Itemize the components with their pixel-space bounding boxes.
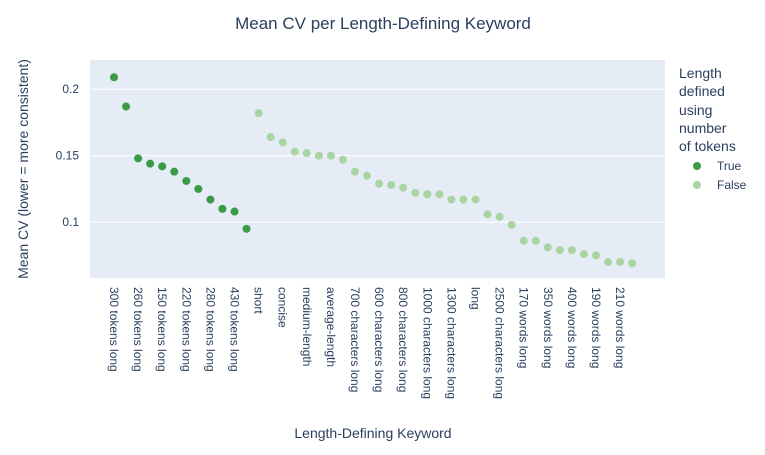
data-point-false[interactable] xyxy=(567,246,576,255)
data-point-false[interactable] xyxy=(507,220,516,229)
data-point-false[interactable] xyxy=(363,171,372,180)
x-tick-label: 1000 characters long xyxy=(420,287,434,399)
y-tick-label: 0.2 xyxy=(62,82,79,96)
y-tick-label: 0.1 xyxy=(62,215,79,229)
legend-label-true[interactable]: True xyxy=(717,159,742,173)
legend-title: Length defined using number of tokens xyxy=(679,65,736,154)
data-point-true[interactable] xyxy=(230,207,239,216)
data-point-false[interactable] xyxy=(423,190,432,199)
y-axis-label: Mean CV (lower = more consistent) xyxy=(15,59,31,279)
plot-background xyxy=(90,60,665,278)
x-tick-label: 400 words long xyxy=(565,287,579,368)
x-tick-label: concise xyxy=(276,287,290,328)
data-point-false[interactable] xyxy=(459,195,468,204)
data-point-false[interactable] xyxy=(447,195,456,204)
data-point-true[interactable] xyxy=(146,159,155,168)
legend-title-line: defined xyxy=(679,83,725,99)
y-tick-label: 0.15 xyxy=(56,149,80,163)
data-point-false[interactable] xyxy=(411,188,420,197)
data-point-false[interactable] xyxy=(326,151,335,160)
data-point-false[interactable] xyxy=(254,109,263,118)
legend-marker-false[interactable] xyxy=(693,181,701,189)
data-point-false[interactable] xyxy=(495,212,504,221)
data-point-false[interactable] xyxy=(616,258,625,267)
data-point-false[interactable] xyxy=(399,183,408,192)
x-tick-label: long xyxy=(469,287,483,310)
x-tick-label: 220 tokens long xyxy=(179,287,193,372)
x-tick-label: short xyxy=(252,287,266,314)
chart-title: Mean CV per Length-Defining Keyword xyxy=(235,14,531,33)
legend-title-line: Length xyxy=(679,65,722,81)
data-point-true[interactable] xyxy=(122,102,131,111)
legend-label-false[interactable]: False xyxy=(717,178,747,192)
data-point-true[interactable] xyxy=(218,204,227,213)
data-point-false[interactable] xyxy=(543,243,552,252)
x-tick-label: 190 words long xyxy=(589,287,603,368)
x-tick-label: average-length xyxy=(324,287,338,367)
data-point-false[interactable] xyxy=(278,138,287,147)
data-point-true[interactable] xyxy=(242,224,251,233)
legend-title-line: using xyxy=(679,102,712,118)
data-point-false[interactable] xyxy=(604,258,613,267)
data-point-false[interactable] xyxy=(483,210,492,219)
data-point-false[interactable] xyxy=(435,190,444,199)
grid-lines xyxy=(90,88,665,223)
x-tick-label: 1300 characters long xyxy=(444,287,458,399)
data-point-false[interactable] xyxy=(314,151,323,160)
data-point-false[interactable] xyxy=(555,246,564,255)
legend: Length defined using number of tokens Tr… xyxy=(679,65,747,192)
x-tick-label: 600 characters long xyxy=(372,287,386,392)
x-tick-label: 430 tokens long xyxy=(228,287,242,372)
data-point-true[interactable] xyxy=(134,154,143,163)
x-tick-label: 280 tokens long xyxy=(203,287,217,372)
data-point-false[interactable] xyxy=(628,259,637,268)
x-tick-label: 210 words long xyxy=(613,287,627,368)
data-point-false[interactable] xyxy=(290,147,299,156)
data-point-false[interactable] xyxy=(302,149,311,158)
data-point-false[interactable] xyxy=(375,179,384,188)
data-point-false[interactable] xyxy=(387,180,396,189)
x-tick-label: 350 words long xyxy=(541,287,555,368)
data-point-false[interactable] xyxy=(351,167,359,176)
data-point-false[interactable] xyxy=(531,236,540,245)
data-point-false[interactable] xyxy=(471,195,480,204)
x-tick-label: 2500 characters long xyxy=(493,287,507,399)
data-point-false[interactable] xyxy=(592,251,600,260)
data-point-false[interactable] xyxy=(338,155,347,164)
x-tick-label: 700 characters long xyxy=(348,287,362,392)
x-tick-label: 260 tokens long xyxy=(131,287,145,372)
data-point-true[interactable] xyxy=(110,73,118,82)
legend-marker-true[interactable] xyxy=(693,162,701,170)
data-point-true[interactable] xyxy=(194,184,203,193)
x-axis-label: Length-Defining Keyword xyxy=(294,425,451,441)
data-points xyxy=(110,73,637,268)
legend-title-line: of tokens xyxy=(679,138,736,154)
data-point-false[interactable] xyxy=(266,133,275,142)
x-tick-label: 170 words long xyxy=(517,287,531,368)
data-point-true[interactable] xyxy=(206,195,215,204)
data-point-false[interactable] xyxy=(519,236,528,245)
x-tick-label: 300 tokens long xyxy=(107,287,121,372)
x-tick-label: medium-length xyxy=(300,287,314,366)
y-tick-labels: 0.1 0.15 0.2 xyxy=(56,82,80,229)
x-tick-labels: 300 tokens long 260 tokens long 150 tokens… xyxy=(107,287,627,399)
x-tick-label: 800 characters long xyxy=(396,287,410,392)
data-point-true[interactable] xyxy=(182,176,191,185)
legend-title-line: number xyxy=(679,120,727,136)
data-point-true[interactable] xyxy=(158,162,167,171)
data-point-true[interactable] xyxy=(170,167,179,176)
x-tick-label: 150 tokens long xyxy=(155,287,169,372)
data-point-false[interactable] xyxy=(579,250,588,259)
